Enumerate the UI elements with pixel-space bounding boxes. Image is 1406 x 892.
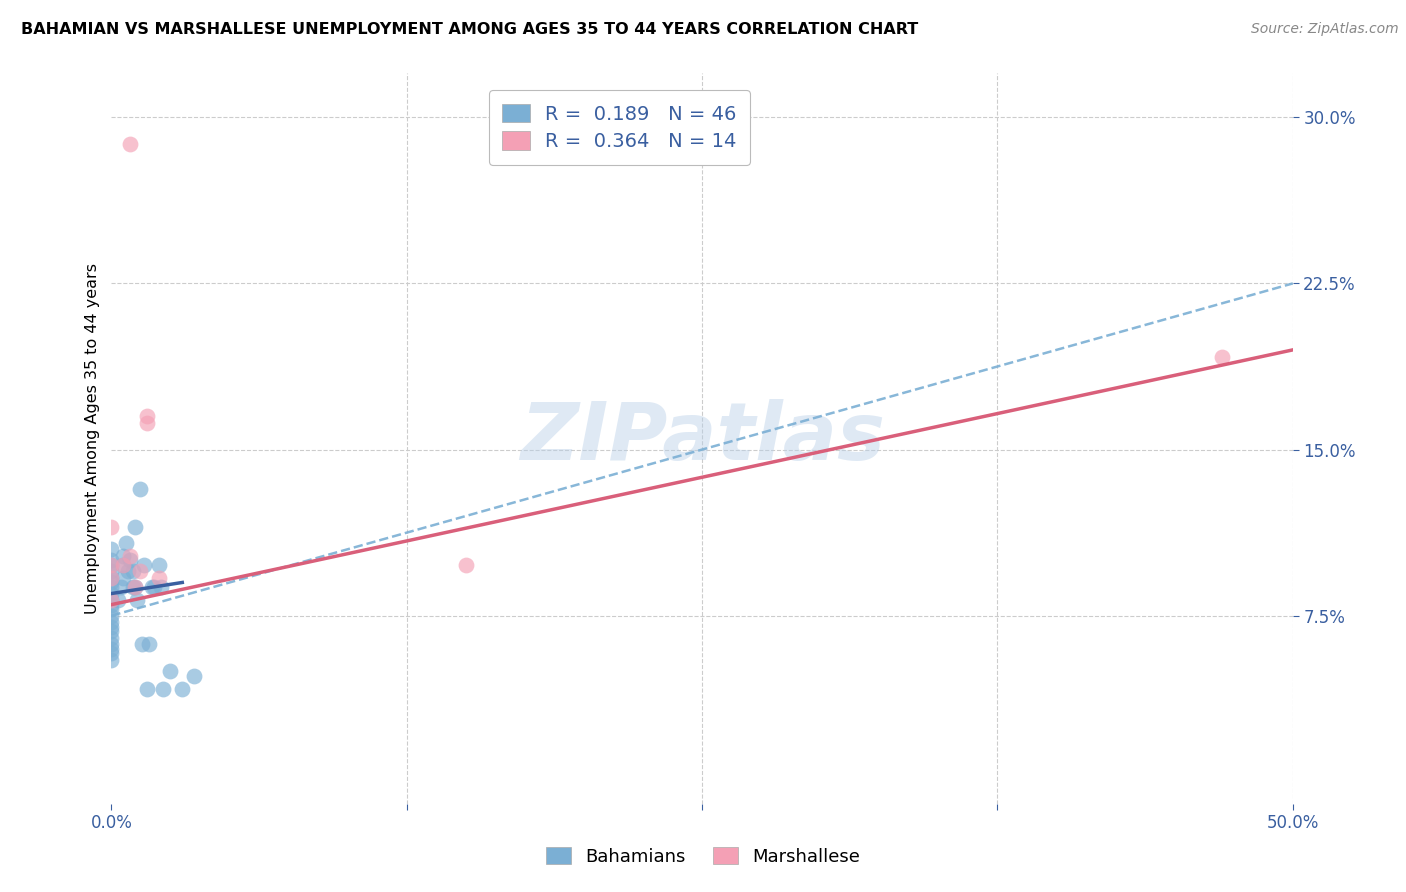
Point — [107, 593, 129, 607]
Point — [134, 558, 156, 572]
Point — [112, 558, 135, 572]
Point — [100, 641, 122, 656]
Point — [100, 571, 122, 585]
Point — [120, 553, 142, 567]
Point — [100, 565, 122, 579]
Point — [112, 558, 135, 572]
Text: BAHAMIAN VS MARSHALLESE UNEMPLOYMENT AMONG AGES 35 TO 44 YEARS CORRELATION CHART: BAHAMIAN VS MARSHALLESE UNEMPLOYMENT AMO… — [21, 22, 918, 37]
Point — [124, 580, 146, 594]
Point — [100, 593, 122, 607]
Point — [100, 646, 122, 660]
Point — [131, 638, 153, 652]
Point — [110, 580, 132, 594]
Point — [135, 416, 157, 430]
Point — [100, 638, 122, 652]
Point — [100, 631, 122, 645]
Point — [112, 571, 135, 585]
Point — [100, 602, 122, 616]
Point — [100, 580, 122, 594]
Point — [141, 580, 163, 594]
Point — [121, 565, 143, 579]
Point — [142, 580, 165, 594]
Point — [100, 593, 122, 607]
Point — [112, 549, 135, 563]
Point — [159, 664, 181, 678]
Point — [100, 520, 122, 534]
Point — [100, 542, 122, 557]
Point — [100, 553, 122, 567]
Point — [100, 558, 122, 572]
Point — [172, 681, 194, 696]
Point — [454, 558, 477, 572]
Y-axis label: Unemployment Among Ages 35 to 44 years: Unemployment Among Ages 35 to 44 years — [86, 263, 100, 614]
Point — [183, 668, 205, 682]
Point — [128, 565, 150, 579]
Point — [124, 520, 146, 534]
Legend: R =  0.189   N = 46, R =  0.364   N = 14: R = 0.189 N = 46, R = 0.364 N = 14 — [489, 90, 749, 165]
Point — [100, 598, 122, 612]
Point — [100, 608, 122, 623]
Point — [1211, 350, 1233, 364]
Point — [150, 580, 173, 594]
Point — [128, 483, 150, 497]
Point — [117, 565, 139, 579]
Point — [100, 571, 122, 585]
Point — [120, 136, 142, 151]
Point — [100, 653, 122, 667]
Point — [121, 580, 143, 594]
Point — [152, 681, 174, 696]
Point — [135, 681, 157, 696]
Point — [120, 549, 142, 563]
Point — [100, 586, 122, 600]
Point — [100, 575, 122, 590]
Text: ZIPatlas: ZIPatlas — [520, 400, 884, 477]
Point — [148, 558, 170, 572]
Point — [100, 615, 122, 630]
Text: Source: ZipAtlas.com: Source: ZipAtlas.com — [1251, 22, 1399, 37]
Legend: Bahamians, Marshallese: Bahamians, Marshallese — [533, 834, 873, 879]
Point — [114, 535, 136, 549]
Point — [148, 571, 170, 585]
Point — [100, 624, 122, 639]
Point — [100, 558, 122, 572]
Point — [138, 638, 160, 652]
Point — [127, 593, 149, 607]
Point — [135, 409, 157, 424]
Point — [124, 580, 146, 594]
Point — [100, 620, 122, 634]
